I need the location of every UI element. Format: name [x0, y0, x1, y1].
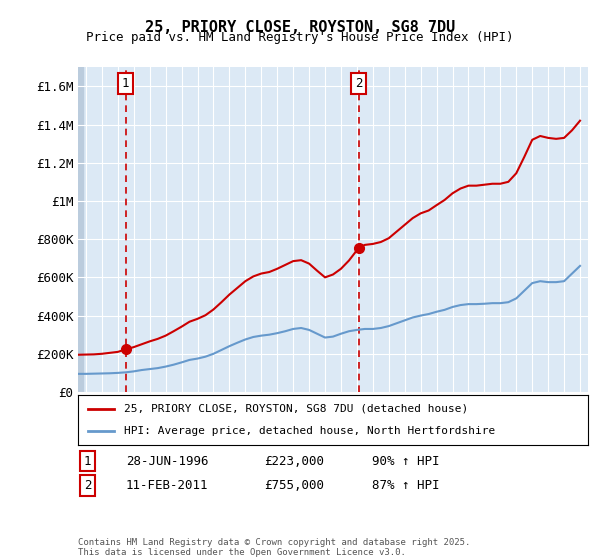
- Text: 28-JUN-1996: 28-JUN-1996: [126, 455, 209, 468]
- Text: 2: 2: [355, 77, 362, 90]
- Text: 87% ↑ HPI: 87% ↑ HPI: [372, 479, 439, 492]
- Text: £223,000: £223,000: [264, 455, 324, 468]
- Text: 2: 2: [84, 479, 92, 492]
- Text: 1: 1: [122, 77, 130, 90]
- Text: Price paid vs. HM Land Registry's House Price Index (HPI): Price paid vs. HM Land Registry's House …: [86, 31, 514, 44]
- Text: 90% ↑ HPI: 90% ↑ HPI: [372, 455, 439, 468]
- Text: HPI: Average price, detached house, North Hertfordshire: HPI: Average price, detached house, Nort…: [124, 426, 495, 436]
- Text: Contains HM Land Registry data © Crown copyright and database right 2025.
This d: Contains HM Land Registry data © Crown c…: [78, 538, 470, 557]
- Text: 25, PRIORY CLOSE, ROYSTON, SG8 7DU: 25, PRIORY CLOSE, ROYSTON, SG8 7DU: [145, 20, 455, 35]
- Text: 25, PRIORY CLOSE, ROYSTON, SG8 7DU (detached house): 25, PRIORY CLOSE, ROYSTON, SG8 7DU (deta…: [124, 404, 468, 414]
- Text: 1: 1: [84, 455, 92, 468]
- Text: 11-FEB-2011: 11-FEB-2011: [126, 479, 209, 492]
- Bar: [78, 67, 83, 392]
- Text: £755,000: £755,000: [264, 479, 324, 492]
